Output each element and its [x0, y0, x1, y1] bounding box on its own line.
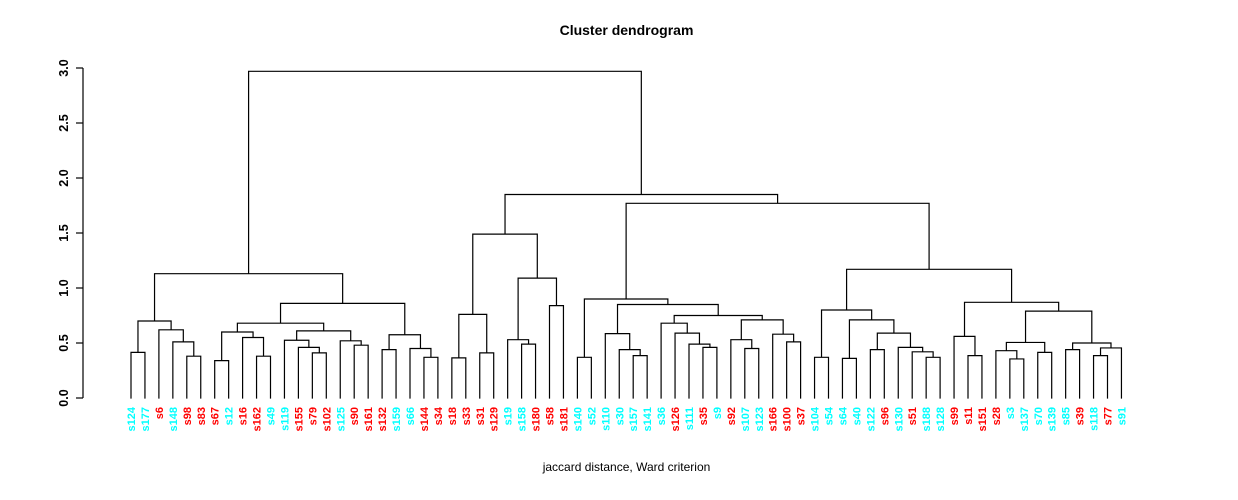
leaf-label: s31: [475, 407, 487, 425]
leaf-label: s30: [614, 407, 626, 425]
leaf-label: s91: [1116, 407, 1128, 425]
leaf-label: s161: [363, 407, 375, 431]
y-tick-label: 1.5: [57, 224, 71, 241]
leaf-label: s6: [154, 407, 166, 419]
leaf-label: s141: [642, 407, 654, 431]
leaf-label: s83: [196, 407, 208, 425]
leaf-label: s111: [684, 407, 696, 430]
leaf-label: s132: [377, 407, 389, 431]
leaf-label: s9: [712, 407, 724, 419]
y-tick-label: 0.0: [57, 389, 71, 406]
leaf-label: s40: [851, 407, 863, 425]
leaf-label: s137: [1019, 407, 1031, 431]
leaf-label: s102: [321, 407, 333, 431]
leaf-label: s34: [433, 406, 445, 425]
leaf-label: s155: [293, 407, 305, 431]
leaf-label: s100: [782, 407, 794, 431]
leaf-label: s188: [921, 407, 933, 431]
leaf-label: s148: [168, 407, 180, 431]
leaf-label: s51: [907, 407, 919, 425]
leaf-label: s79: [307, 407, 319, 425]
leaf-label: s16: [238, 407, 250, 425]
y-tick-label: 3.0: [57, 59, 71, 76]
leaf-label: s119: [279, 407, 291, 431]
leaf-label: s162: [252, 407, 264, 431]
leaf-labels: s124 s177 s6 s148 s98 s83 s67 s12 s16 s162 s49 s119…: [126, 406, 1128, 431]
leaf-label: s35: [698, 407, 710, 425]
leaf-label: s139: [1047, 407, 1059, 431]
leaf-label: s19: [503, 407, 515, 425]
leaf-label: s66: [405, 407, 417, 425]
leaf-label: s85: [1061, 407, 1073, 425]
leaf-label: s130: [893, 407, 905, 431]
y-tick-label: 0.5: [57, 334, 71, 351]
leaf-label: s70: [1033, 407, 1045, 425]
leaf-label: s64: [837, 406, 849, 425]
leaf-label: s126: [670, 407, 682, 431]
leaf-label: s180: [531, 407, 543, 431]
leaf-label: s77: [1103, 407, 1115, 425]
leaf-label: s166: [768, 407, 780, 431]
leaf-label: s36: [656, 407, 668, 425]
y-tick-label: 2.5: [57, 114, 71, 131]
leaf-label: s49: [266, 407, 278, 425]
leaf-label: s128: [935, 407, 947, 431]
leaf-label: s157: [628, 407, 640, 431]
leaf-label: s99: [949, 407, 961, 425]
leaf-label: s92: [726, 407, 738, 425]
leaf-label: s12: [224, 407, 236, 425]
leaf-label: s37: [796, 407, 808, 425]
leaf-label: s96: [879, 407, 891, 425]
chart-title: Cluster dendrogram: [559, 22, 694, 38]
leaf-label: s11: [963, 407, 975, 425]
leaf-label: s33: [461, 407, 473, 425]
leaf-label: s123: [754, 407, 766, 431]
x-axis-label: jaccard distance, Ward criterion: [542, 460, 711, 474]
leaf-label: s122: [865, 407, 877, 431]
leaf-label: s3: [1005, 407, 1017, 419]
leaf-label: s110: [600, 407, 612, 431]
y-axis: 0.0 0.5 1.0 1.5 2.0 2.5 3.0: [57, 59, 84, 407]
leaf-label: s151: [977, 407, 989, 431]
leaf-label: s39: [1075, 407, 1087, 425]
y-tick-label: 2.0: [57, 169, 71, 186]
leaf-label: s90: [349, 407, 361, 425]
leaf-label: s158: [517, 407, 529, 431]
leaf-label: s54: [824, 406, 836, 425]
leaf-label: s58: [545, 407, 557, 425]
dendrogram-lines: [130, 70, 1123, 399]
leaf-label: s107: [740, 407, 752, 431]
leaf-label: s52: [586, 407, 598, 425]
leaf-label: s104: [810, 406, 822, 431]
leaf-label: s177: [140, 407, 152, 431]
leaf-label: s124: [126, 406, 138, 431]
leaf-label: s159: [391, 407, 403, 431]
leaf-label: s140: [572, 407, 584, 431]
leaf-label: s18: [447, 407, 459, 425]
leaf-label: s28: [991, 407, 1003, 425]
leaf-label: s98: [182, 407, 194, 425]
leaf-label: s118: [1089, 407, 1101, 431]
leaf-label: s129: [489, 407, 501, 431]
leaf-label: s67: [210, 407, 222, 425]
leaf-label: s125: [335, 407, 347, 431]
y-tick-label: 1.0: [57, 279, 71, 296]
leaf-label: s144: [419, 406, 431, 431]
leaf-label: s181: [558, 407, 570, 431]
